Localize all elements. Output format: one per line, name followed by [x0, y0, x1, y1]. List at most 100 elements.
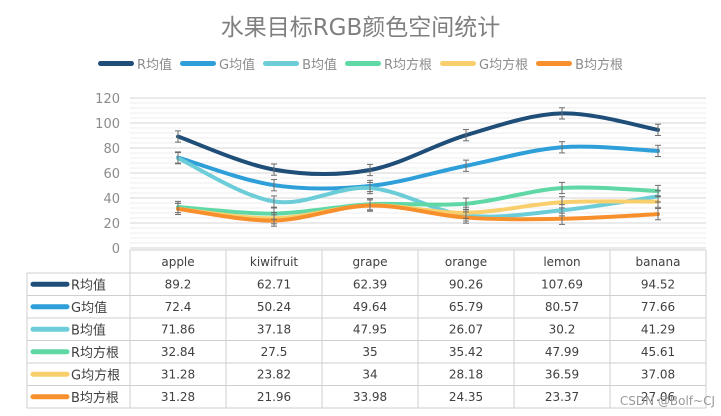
y-tick-label: 60	[103, 167, 120, 182]
table-cell-value: 27.5	[261, 345, 288, 359]
legend-label: B均值	[302, 58, 337, 73]
error-bar	[559, 141, 565, 154]
legend-item: R均方根	[345, 54, 432, 73]
table-cell-value: 23.82	[257, 367, 291, 381]
table-cell-value: 62.71	[257, 277, 291, 291]
legend-swatch	[97, 61, 134, 66]
y-tick-label: 120	[95, 92, 120, 107]
x-category-label: apple	[161, 255, 194, 269]
error-bar	[559, 107, 565, 120]
table-cell-value: 89.2	[165, 277, 192, 291]
table-cell-value: 47.99	[545, 345, 579, 359]
table-cell-value: 62.39	[353, 277, 387, 291]
x-category-label: grape	[353, 255, 388, 269]
error-bar	[559, 212, 565, 225]
error-bar	[175, 202, 181, 216]
error-bar	[559, 196, 565, 209]
y-tick-label: 20	[103, 217, 120, 232]
legend-label: G均方根	[479, 58, 529, 73]
table-cell-value: 26.07	[449, 322, 483, 336]
table-cell-value: 90.26	[449, 277, 483, 291]
legend-label: G均值	[219, 58, 256, 73]
error-bar	[271, 214, 277, 227]
table-cell-value: 27.06	[641, 390, 675, 404]
legend: R均值 G均值 B均值 R均方根 G均方根 B均方根	[0, 54, 721, 73]
table-cell-value: 28.18	[449, 367, 483, 381]
series-line	[176, 185, 660, 216]
x-category-label: kiwifruit	[250, 255, 299, 269]
watermark: CSDN @Bolf~CJ	[619, 394, 715, 408]
table-cell-value: 71.86	[161, 322, 195, 336]
table-cell-value: 34	[362, 367, 377, 381]
legend-item: B均方根	[536, 54, 623, 73]
y-axis: 0 20 40 60 80 100 120	[95, 92, 120, 257]
legend-label: R均值	[136, 58, 172, 73]
legend-item: B均值	[263, 54, 337, 73]
error-bar	[271, 163, 277, 176]
legend-swatch	[180, 61, 216, 66]
chart-title: 水果目标RGB颜色空间统计	[220, 15, 501, 41]
table-row-label: G均方根	[71, 367, 120, 383]
table-cell-value: 49.64	[353, 300, 387, 314]
legend-label: B均方根	[575, 58, 624, 73]
error-bar	[463, 211, 469, 224]
table-cell-value: 35	[362, 345, 377, 359]
table-cell-value: 31.28	[161, 367, 195, 381]
error-bar	[175, 130, 181, 143]
error-bar	[655, 195, 661, 208]
x-category-label: banana	[636, 255, 681, 269]
table-cell-value: 30.2	[549, 322, 576, 336]
y-tick-label: 100	[95, 117, 120, 132]
table-cell-value: 72.4	[165, 300, 192, 314]
table-cell-value: 33.98	[353, 390, 387, 404]
legend-item: R均值	[97, 54, 172, 73]
error-bar	[655, 208, 661, 221]
table-cell-value: 80.57	[545, 300, 579, 314]
table-row-label: G均值	[71, 300, 107, 316]
y-tick-label: 0	[112, 242, 120, 257]
table-cell-value: 21.96	[257, 390, 291, 404]
data-table: apple kiwifruit grape orange lemon banana R均值 8…	[26, 249, 707, 409]
table-cell-value: 36.59	[545, 367, 579, 381]
table-row-label: R均方根	[71, 345, 119, 361]
legend-item: G均值	[180, 54, 255, 73]
error-bar	[367, 199, 373, 212]
series-line	[176, 203, 660, 223]
error-bar	[655, 144, 661, 158]
table-cell-value: 47.95	[353, 322, 387, 336]
error-bar	[655, 123, 661, 136]
table-row-label: B均方根	[71, 390, 119, 406]
table-cell-value: 107.69	[541, 277, 583, 291]
table-cell-value: 32.84	[161, 345, 195, 359]
error-bar	[463, 159, 469, 172]
legend-swatch	[263, 61, 300, 66]
legend-swatch	[536, 61, 573, 66]
error-bar	[463, 129, 469, 142]
table-cell-value: 50.24	[257, 300, 291, 314]
legend-label: R均方根	[384, 58, 433, 73]
legend-swatch	[345, 61, 381, 66]
table-cell-value: 37.18	[257, 322, 291, 336]
table-cell-value: 24.35	[449, 390, 483, 404]
error-bar	[559, 181, 565, 195]
table-cell-value: 77.66	[641, 300, 675, 314]
table-cell-value: 31.28	[161, 390, 195, 404]
error-bar	[367, 181, 373, 195]
legend-item: G均方根	[440, 54, 528, 73]
error-bar	[271, 179, 277, 192]
table-cell-value: 94.52	[641, 277, 675, 291]
x-category-label: lemon	[543, 255, 580, 269]
error-bar	[367, 163, 373, 177]
error-bar	[175, 152, 181, 165]
table-cell-value: 41.29	[641, 322, 675, 336]
table-cell-value: 35.42	[449, 345, 483, 359]
table-cell-value: 23.37	[545, 390, 579, 404]
y-tick-label: 40	[103, 192, 120, 207]
series-line	[176, 144, 660, 191]
series-lines	[176, 111, 660, 223]
table-row-label: B均值	[71, 322, 106, 338]
table-row-label: R均值	[71, 277, 106, 293]
table-cell-value: 37.08	[641, 367, 675, 381]
table-cell-value: 65.79	[449, 300, 483, 314]
